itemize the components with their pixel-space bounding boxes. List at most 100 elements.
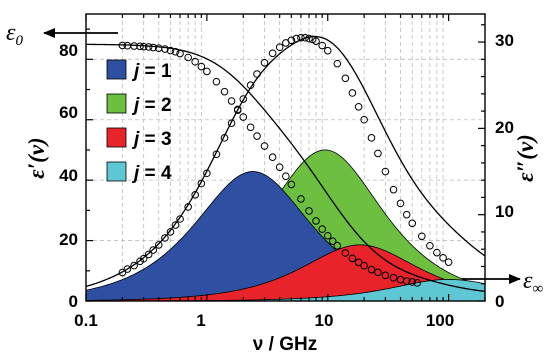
eps-prime-point: [318, 225, 327, 233]
eps-double-prime-point: [433, 248, 441, 257]
eps-double-prime-point: [176, 215, 184, 223]
eps-double-prime-point: [139, 254, 148, 263]
eps-prime-point: [118, 41, 127, 50]
eps-double-prime-point: [220, 134, 229, 142]
legend-label-j2: j = 2: [131, 95, 172, 116]
legend-item-j3: j = 3: [106, 127, 172, 150]
x-tick-label-3: 100: [426, 311, 454, 330]
eps-prime-point: [413, 279, 422, 287]
eps-double-prime-point: [374, 149, 382, 158]
eps-double-prime-point: [354, 102, 363, 111]
eps-prime-point: [136, 42, 144, 51]
eps-double-prime-point: [301, 33, 309, 42]
eps-prime-point: [312, 217, 320, 225]
eps-prime-point: [374, 268, 382, 277]
eps-double-prime-point: [292, 34, 301, 43]
eps-prime-point: [220, 87, 229, 96]
eps-prime-point: [360, 261, 368, 270]
eps-double-prime-point: [305, 34, 313, 43]
y-right-tick-label-0: 0: [495, 292, 504, 311]
plot-frame: [85, 13, 486, 302]
eps-double-prime-point: [341, 74, 350, 83]
legend-swatch-j3: [106, 127, 127, 148]
eps0-subscript: 0: [15, 33, 23, 49]
y-right-tick-label-1: 10: [495, 202, 514, 221]
y-right-axis-symbol: ε: [513, 172, 538, 182]
eps-prime-point: [402, 277, 411, 285]
eps-prime-point: [389, 273, 398, 282]
epsinf-annotation: ε∞: [462, 268, 543, 297]
y-left-tick-label-2: 40: [59, 166, 78, 185]
eps-prime-point: [348, 254, 357, 263]
eps-prime-point: [323, 231, 332, 240]
eps-prime-point: [305, 207, 313, 215]
legend-swatch-j4: [106, 161, 127, 182]
eps-double-prime-point: [268, 49, 277, 58]
eps-double-prime-point: [418, 232, 426, 241]
eps-double-prime-point: [348, 89, 357, 97]
y-right-axis-suffix: ″(ν): [513, 134, 538, 172]
eps0-annotation: ε0: [6, 20, 118, 49]
y-left-tick-label-3: 60: [59, 103, 78, 122]
eps-prime-point: [203, 67, 211, 76]
eps-prime-point: [282, 172, 290, 181]
eps-prime-point: [367, 265, 376, 274]
eps-double-prime-point: [144, 250, 153, 259]
legend-item-j2: j = 2: [106, 93, 172, 116]
eps-prime-point: [268, 153, 277, 161]
eps-prime-point: [341, 249, 350, 257]
epsinf-label: ε∞: [523, 268, 543, 297]
y-left-tick-labels: 0 20 40 60 80: [59, 41, 78, 311]
eps-double-prime-point: [275, 43, 284, 52]
eps-double-prime-point: [260, 58, 269, 67]
eps-prime-point: [144, 43, 153, 51]
eps-double-prime-point: [426, 241, 434, 250]
x-tick-labels: 0.1 1 10 100: [74, 311, 454, 330]
legend-j4-value: 4: [161, 163, 172, 184]
eps-double-prime-point: [118, 268, 127, 277]
eps-prime-point: [287, 180, 296, 189]
eps-double-prime-point: [381, 167, 390, 176]
eps-prime-point: [328, 237, 337, 245]
fit-curves: [86, 35, 485, 292]
eps-prime-point: [227, 97, 236, 105]
y-left-tick-label-0: 0: [69, 292, 78, 311]
eps-prime-point: [184, 53, 192, 62]
eps0-symbol: ε: [6, 20, 16, 46]
y-left-tick-label-1: 20: [59, 230, 78, 249]
axis-ticks: [85, 14, 486, 302]
legend-label-j3: j = 3: [131, 129, 172, 150]
eps-double-prime-point: [130, 261, 138, 270]
eps-double-prime-point: [439, 254, 447, 262]
eps-prime-point: [275, 163, 284, 171]
eps-double-prime-point: [166, 228, 175, 236]
eps-double-prime-point: [318, 41, 327, 50]
eps-double-prime-point: [184, 203, 192, 211]
y-right-tick-labels: 0 10 20 30: [495, 31, 514, 311]
eps-double-prime-point: [253, 70, 261, 78]
eps-double-prime-point: [203, 169, 211, 178]
eps-double-prime-point: [360, 115, 368, 124]
legend-item-j4: j = 4: [106, 161, 172, 184]
eps-double-prime-point: [197, 179, 206, 188]
eps-prime-point: [354, 258, 363, 267]
eps-double-prime-point: [402, 210, 411, 219]
legend-j2-value: 2: [161, 95, 172, 116]
eps-double-prime-point: [367, 134, 376, 142]
eps-prime-point: [166, 46, 175, 55]
eps-prime-point: [197, 62, 206, 71]
epsinf-symbol: ε: [523, 268, 533, 294]
legend-label-j1: j = 1: [131, 61, 172, 82]
y-right-axis-label: ε″(ν): [513, 134, 538, 182]
eps-double-prime-point: [191, 191, 199, 199]
eps-prime-point: [149, 43, 158, 52]
epsinf-subscript: ∞: [532, 281, 543, 297]
eps-prime-point: [381, 271, 390, 280]
eps-double-prime-point: [444, 258, 453, 266]
eps-prime-point: [171, 47, 180, 56]
x-axis-label: ν / GHz: [253, 334, 317, 355]
eps0-label: ε0: [6, 20, 23, 49]
eps-double-prime-point: [171, 221, 180, 229]
relaxation-areas: [86, 149, 485, 301]
eps-double-prime-point: [297, 33, 305, 42]
